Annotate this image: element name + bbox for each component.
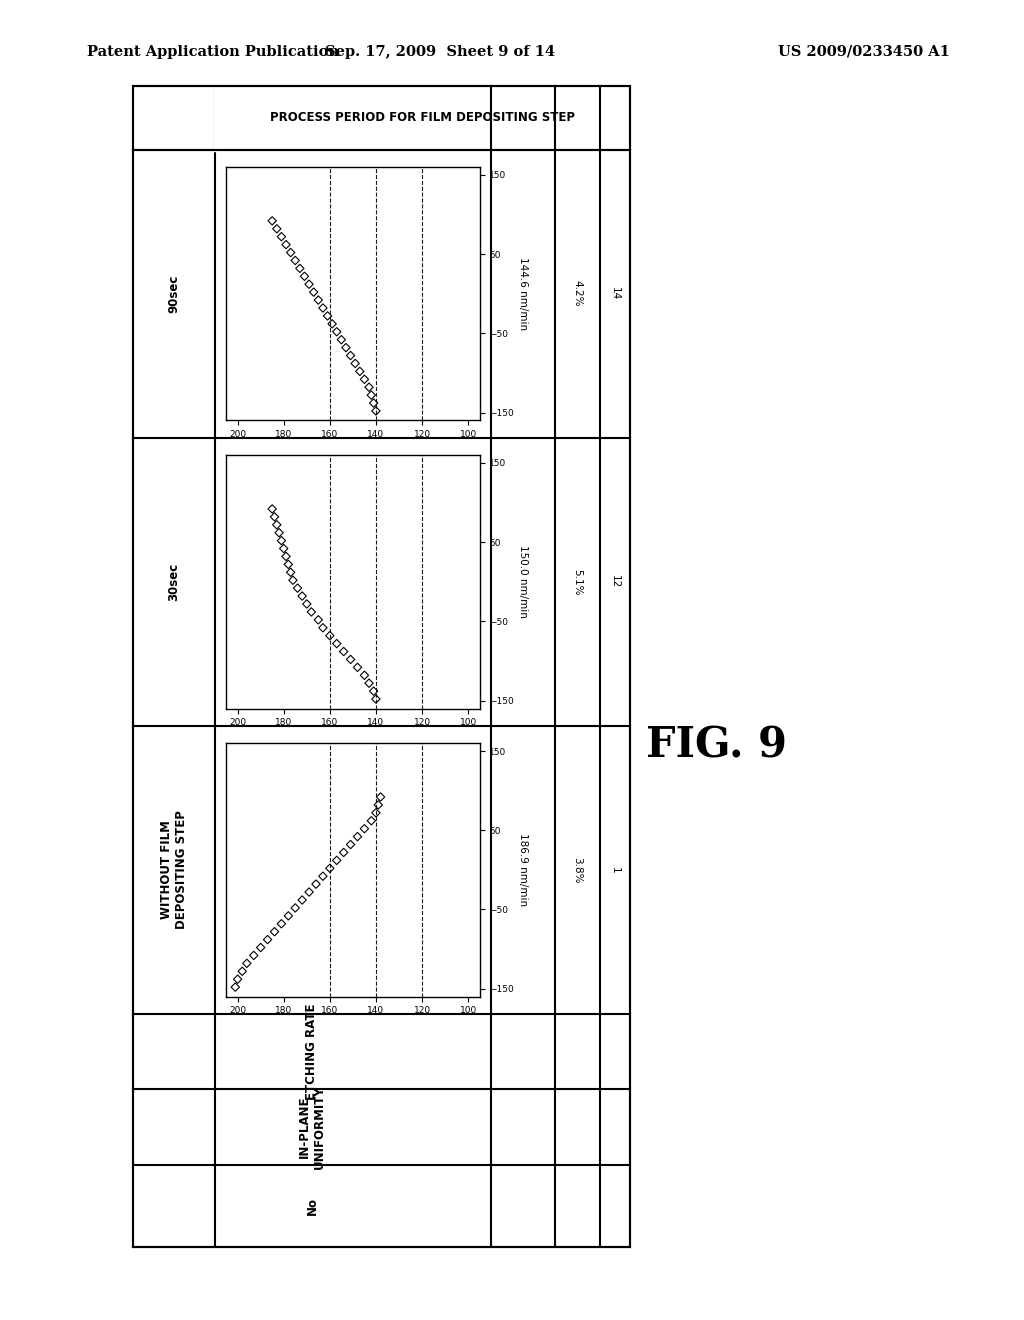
Point [281, 906, 297, 927]
Point [264, 499, 281, 520]
Point [271, 523, 288, 544]
Point [301, 882, 317, 903]
Text: IN-PLANE
UNIFORMITY: IN-PLANE UNIFORMITY [298, 1085, 326, 1170]
Point [336, 842, 352, 863]
Text: 3.8%: 3.8% [572, 857, 583, 883]
Point [296, 265, 312, 286]
Point [278, 546, 294, 568]
Point [283, 562, 299, 583]
Point [292, 257, 308, 279]
Point [364, 384, 380, 405]
Text: ETCHING RATE: ETCHING RATE [305, 1003, 318, 1100]
Text: 5.1%: 5.1% [572, 569, 583, 595]
Point [239, 953, 255, 974]
Point [329, 850, 345, 871]
Point [338, 337, 354, 358]
Point [329, 321, 345, 342]
Point [349, 826, 366, 847]
Point [287, 249, 303, 271]
Point [336, 642, 352, 663]
Text: 144.6 nm/min: 144.6 nm/min [518, 257, 528, 330]
Point [314, 618, 331, 639]
Point [364, 810, 380, 832]
Point [370, 795, 386, 816]
Point [283, 242, 299, 263]
Point [360, 376, 377, 397]
Point [294, 890, 310, 911]
Point [301, 273, 317, 294]
Point [259, 929, 275, 950]
Point [246, 945, 262, 966]
Text: 30sec: 30sec [168, 562, 180, 601]
Point [366, 392, 382, 413]
Point [287, 898, 303, 919]
Text: Sep. 17, 2009  Sheet 9 of 14: Sep. 17, 2009 Sheet 9 of 14 [326, 45, 555, 59]
Point [324, 313, 340, 334]
Point [275, 539, 292, 560]
Point [281, 554, 297, 576]
Point [329, 634, 345, 655]
Point [368, 803, 384, 824]
Point [290, 578, 306, 599]
Point [360, 673, 377, 694]
Point [285, 570, 301, 591]
Point [273, 531, 290, 552]
Text: 4.2%: 4.2% [572, 280, 583, 308]
Point [347, 352, 364, 374]
Text: FIG. 9: FIG. 9 [646, 725, 787, 767]
Point [322, 858, 338, 879]
Point [229, 969, 246, 990]
Text: 90sec: 90sec [168, 275, 180, 313]
Point [264, 210, 281, 231]
Text: 186.9 nm/min: 186.9 nm/min [518, 833, 528, 907]
Text: 14: 14 [610, 288, 620, 301]
Point [273, 226, 290, 247]
Point [303, 602, 319, 623]
Point [349, 657, 366, 678]
Point [299, 594, 315, 615]
Text: PROCESS PERIOD FOR FILM DEPOSITING STEP: PROCESS PERIOD FOR FILM DEPOSITING STEP [270, 111, 574, 124]
Point [305, 281, 322, 302]
Point [266, 507, 283, 528]
Text: WITHOUT FILM
DEPOSITING STEP: WITHOUT FILM DEPOSITING STEP [160, 810, 188, 929]
Point [368, 400, 384, 421]
Text: 12: 12 [610, 576, 620, 589]
Point [368, 689, 384, 710]
Point [253, 937, 269, 958]
Point [319, 305, 336, 326]
Point [373, 787, 389, 808]
Point [308, 874, 325, 895]
Text: 1: 1 [610, 866, 620, 874]
Point [314, 866, 331, 887]
Point [356, 665, 373, 686]
Text: 150.0 nm/min: 150.0 nm/min [518, 545, 528, 618]
Text: Patent Application Publication: Patent Application Publication [87, 45, 339, 59]
Point [268, 218, 285, 239]
Point [356, 818, 373, 840]
Text: US 2009/0233450 A1: US 2009/0233450 A1 [778, 45, 950, 59]
Point [366, 681, 382, 702]
Point [342, 834, 358, 855]
Point [314, 297, 331, 318]
Point [266, 921, 283, 942]
Point [273, 913, 290, 935]
Point [310, 610, 327, 631]
Point [268, 515, 285, 536]
Point [356, 368, 373, 389]
Point [294, 586, 310, 607]
Point [234, 961, 251, 982]
Point [342, 649, 358, 671]
Point [351, 360, 368, 381]
Point [310, 289, 327, 310]
Point [342, 345, 358, 366]
Text: No: No [305, 1197, 318, 1216]
Point [333, 329, 349, 350]
Point [322, 626, 338, 647]
Point [227, 977, 244, 998]
Point [278, 234, 294, 255]
